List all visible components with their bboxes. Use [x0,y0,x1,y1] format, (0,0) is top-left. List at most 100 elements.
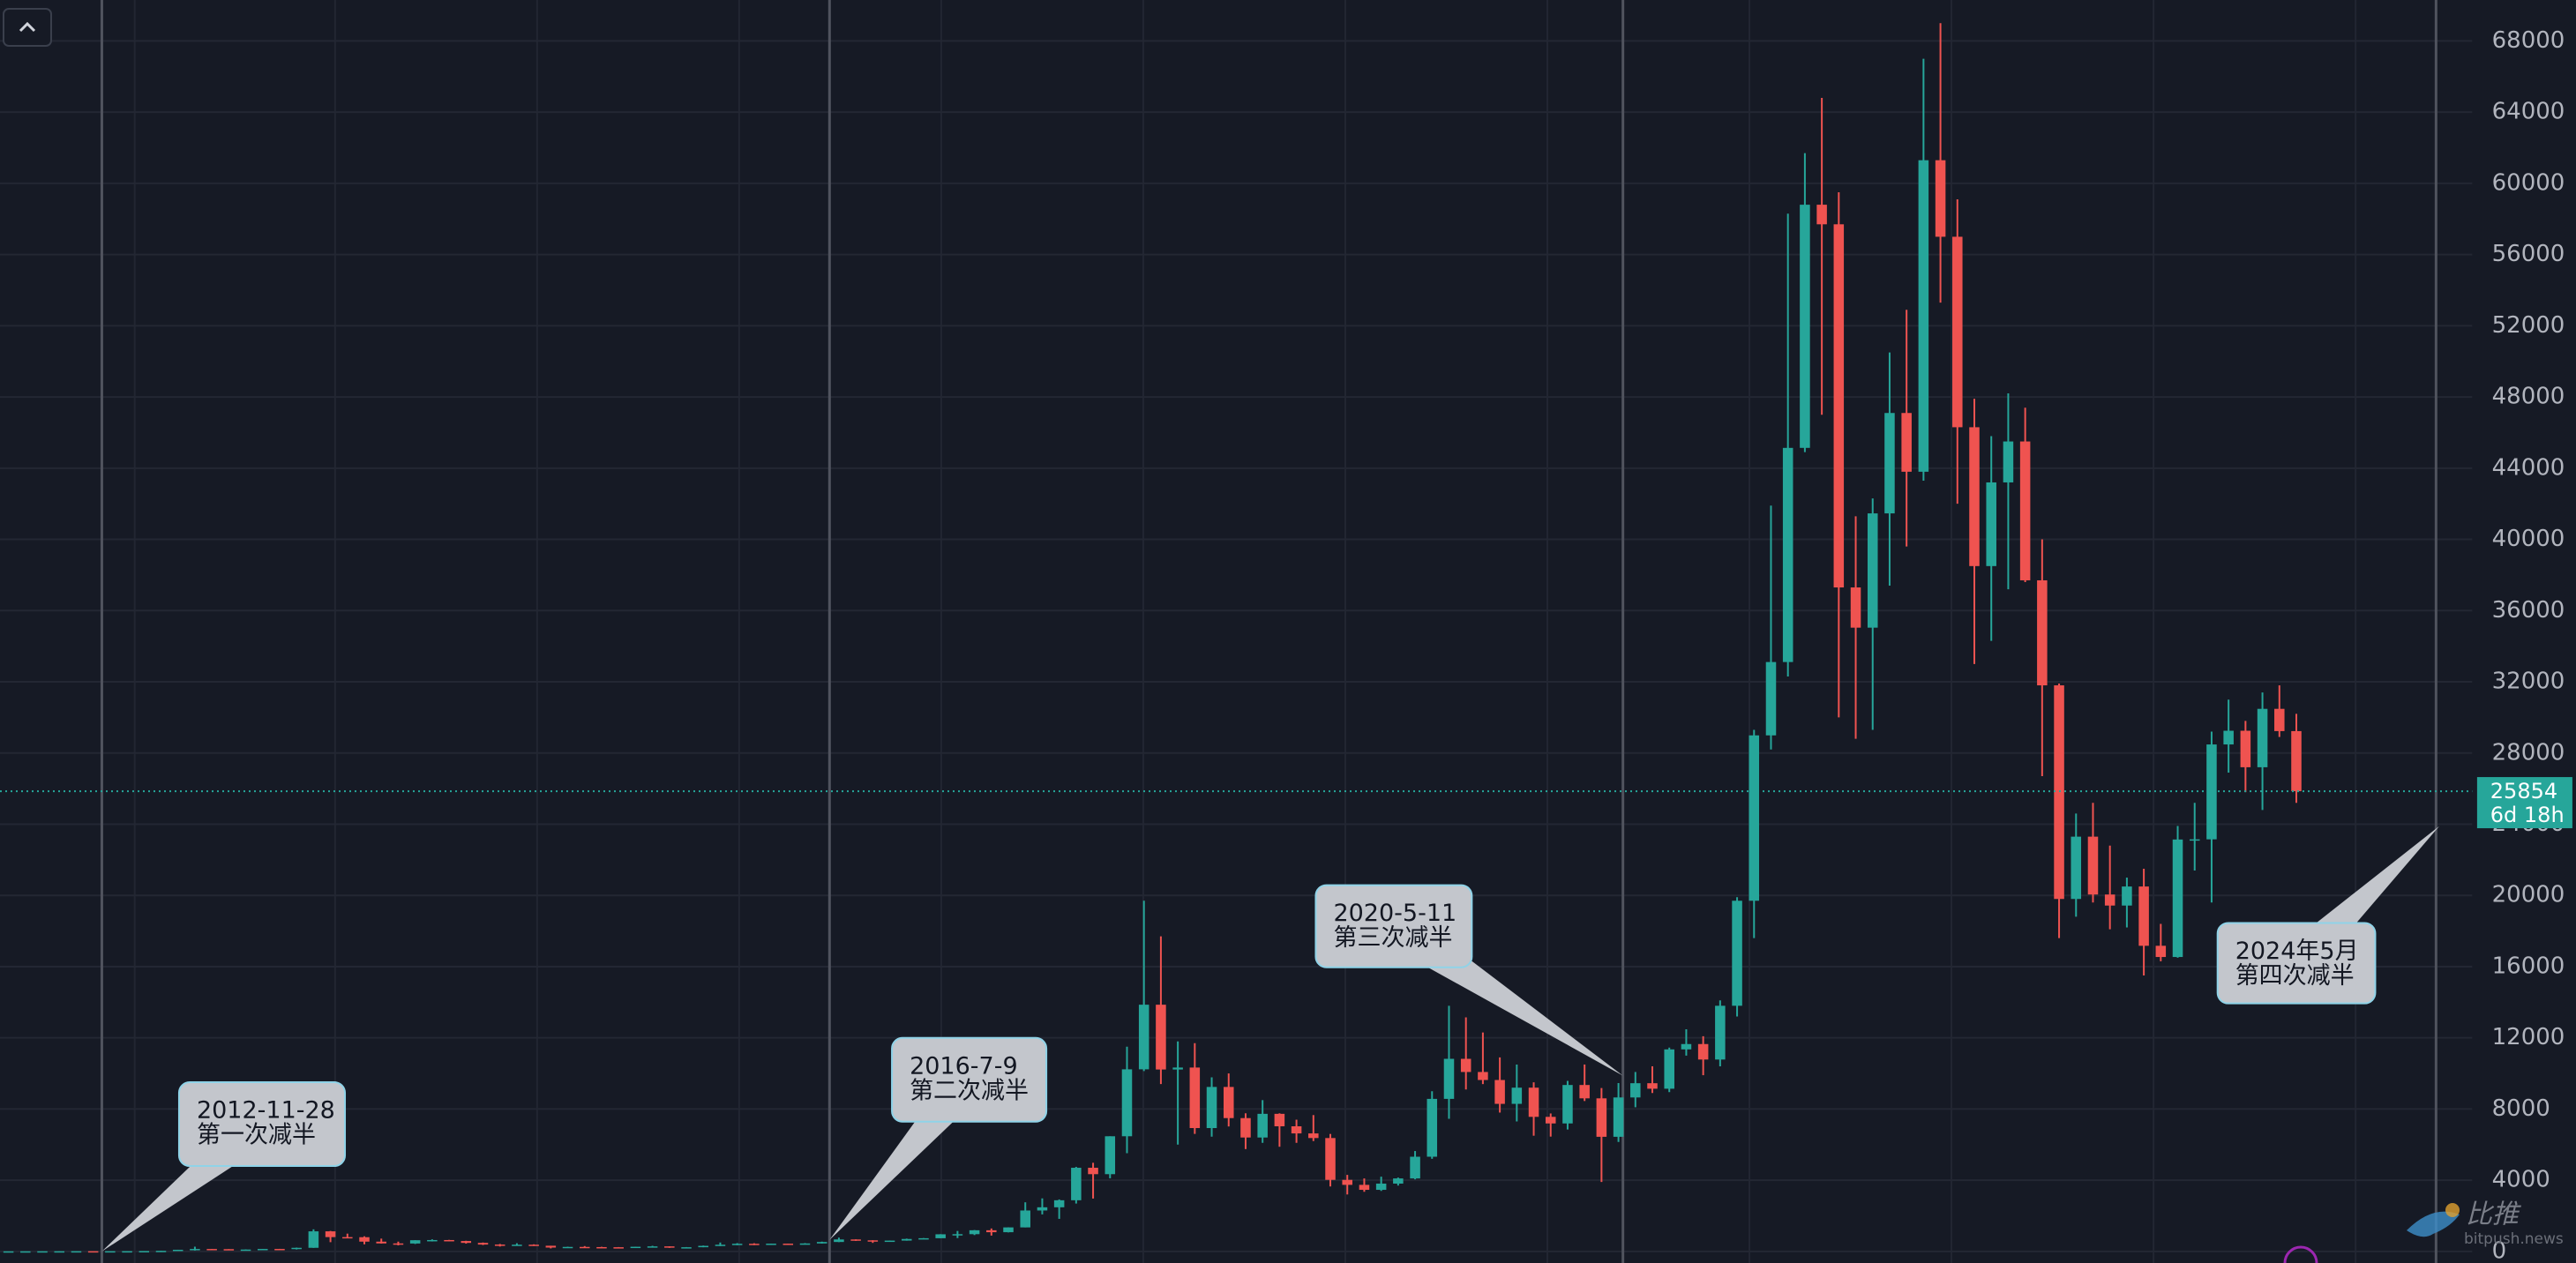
candle-body [308,1231,319,1248]
candle-body [766,1244,776,1245]
price-axis: 0400080001200016000200002400028000320003… [0,27,2572,1263]
candle-body [1664,1049,1674,1089]
marker-icon [2283,1245,2318,1263]
y-tick-label: 52000 [2492,312,2565,339]
candle-body [1867,513,1878,628]
candle-body [867,1240,879,1242]
y-tick-label: 0 [2492,1237,2507,1263]
candle-body [1596,1098,1607,1137]
candle-body [2189,839,2200,841]
callout-text: 第二次减半 [910,1077,1029,1104]
candle-body [528,1244,539,1246]
candle-body [2071,836,2082,900]
candle-body [1460,1058,1471,1072]
candle-body [1833,224,1845,588]
candle-body [1088,1168,1098,1175]
candle-body [2291,730,2302,792]
candle-body [1647,1083,1658,1089]
candle-body [393,1243,404,1245]
candle-body [1393,1178,1404,1184]
last-price-badge [2476,777,2572,829]
candle-body [2172,839,2183,958]
candle-body [1562,1085,1573,1124]
candle-body [1579,1085,1590,1099]
candle-body [477,1243,489,1245]
y-tick-label: 56000 [2492,241,2565,267]
callout-text: 第三次减半 [1333,924,1452,952]
candle-body [223,1249,235,1251]
candle-body [1342,1179,1352,1185]
candle-body [1427,1098,1438,1157]
candle-body [1918,160,1929,472]
candle-body [274,1249,285,1251]
candle-body [342,1237,353,1239]
y-tick-label: 28000 [2492,739,2565,766]
candle-body [731,1244,743,1245]
candle-body [54,1251,64,1253]
candle-body [2037,579,2048,686]
candle-body [2206,744,2217,840]
candle-body [1257,1113,1268,1138]
callout-box [177,1081,347,1168]
candle-body [1375,1183,1387,1191]
candle-body [1020,1210,1030,1228]
callout-text: 2012-11-28 [197,1097,335,1125]
candle-body [1528,1087,1539,1117]
candle-body [494,1244,505,1246]
candle-body [1037,1207,1048,1211]
candle-body [1969,427,1980,566]
callout-box [891,1036,1048,1123]
collapse-button[interactable] [3,8,52,47]
candle-body [2019,441,2031,580]
candle-body [715,1244,726,1246]
y-tick-label: 44000 [2492,454,2565,481]
callout-text: 2016-7-9 [910,1052,1018,1080]
candle-body [613,1247,624,1249]
candle-body [1935,160,1946,237]
watermark-bird [2407,1211,2460,1237]
candle-body [749,1244,760,1245]
candle-body [935,1234,946,1238]
candle-body [783,1244,794,1245]
candle-body [2104,894,2115,906]
candle-body [901,1238,912,1241]
candle-body [1816,205,1827,225]
candle-body [1053,1199,1065,1207]
y-tick-label: 36000 [2492,597,2565,624]
candle-body [2087,836,2099,895]
callout-text: 第一次减半 [197,1122,316,1149]
y-tick-label: 12000 [2492,1024,2565,1050]
candle-body [1511,1087,1523,1104]
y-tick-label: 64000 [2492,99,2565,125]
candle-body [1884,413,1895,514]
candle-body [2003,441,2014,482]
candle-body [427,1239,438,1242]
candle-body [20,1251,31,1253]
candle-body [1749,735,1760,901]
candle-body [681,1247,692,1249]
candle-body [1206,1087,1217,1129]
candle-body [1121,1069,1133,1137]
candle-body [647,1246,658,1248]
candle-body [884,1240,895,1243]
candle-body [291,1247,302,1250]
candle-body [1545,1117,1556,1124]
candle-body [596,1246,607,1249]
candle-body [986,1229,997,1233]
candle-body [359,1237,370,1242]
candle-body [1325,1138,1336,1180]
candle-body [512,1244,522,1246]
candle-body [1613,1097,1624,1137]
candle-body [122,1251,132,1253]
y-tick-label: 32000 [2492,669,2565,695]
y-tick-label: 20000 [2492,882,2565,908]
candle-body [2138,886,2149,946]
callout-box [2216,922,2377,1005]
candle-body [1952,236,1963,428]
y-tick-label: 4000 [2492,1167,2550,1193]
candle-body [2155,945,2167,958]
candle-body [698,1245,708,1248]
callout-text: 2024年5月 [2235,938,2359,965]
